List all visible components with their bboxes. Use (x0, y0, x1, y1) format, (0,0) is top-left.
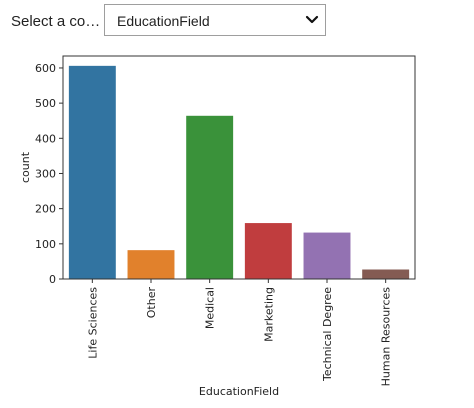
bar-other (127, 250, 175, 279)
x-axis-label: EducationField (199, 385, 279, 398)
y-tick-label: 300 (35, 167, 56, 180)
bar-medical (186, 115, 234, 279)
x-tick-label: Medical (204, 287, 217, 329)
y-tick-label: 200 (35, 203, 56, 216)
y-tick-label: 100 (35, 238, 56, 251)
y-tick-label: 400 (35, 132, 56, 145)
y-tick-label: 0 (49, 273, 56, 286)
chevron-down-icon (305, 15, 319, 24)
y-axis-label: count (19, 151, 32, 183)
x-tick-label: Human Resources (380, 287, 393, 387)
x-tick-label: Life Sciences (86, 287, 99, 359)
bar-marketing (244, 223, 292, 279)
y-tick-label: 600 (35, 62, 56, 75)
x-tick-label: Other (145, 287, 158, 319)
x-tick-label: Technical Degree (321, 287, 334, 382)
bar-human-resources (362, 269, 410, 279)
column-select-dropdown[interactable]: EducationField (104, 4, 326, 36)
plot-frame (62, 55, 416, 280)
bars-layer (68, 65, 410, 280)
bar-chart: 0 100 200 300 400 500 600 Life Sciences Other Me… (19, 55, 416, 398)
y-axis: 0 100 200 300 400 500 600 (35, 62, 63, 286)
widget-row: Select a co… EducationField (0, 0, 474, 42)
bar-life-sciences (68, 65, 116, 280)
dropdown-selected-value: EducationField (117, 13, 210, 29)
y-tick-label: 500 (35, 97, 56, 110)
bar-technical-degree (303, 232, 351, 279)
x-tick-label: Marketing (262, 287, 275, 342)
select-label: Select a co… (11, 13, 101, 30)
x-axis: Life Sciences Other Medical Marketing Techni… (86, 279, 393, 387)
